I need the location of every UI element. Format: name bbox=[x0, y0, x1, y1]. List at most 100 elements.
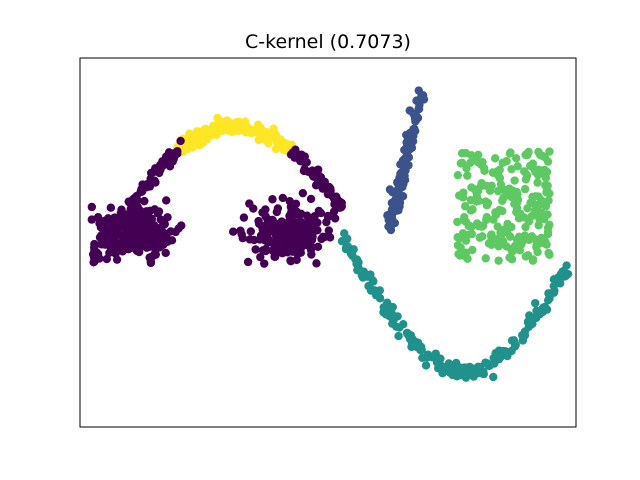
scatter-point bbox=[195, 140, 204, 150]
scatter-point bbox=[273, 204, 283, 213]
scatter-point bbox=[412, 112, 422, 122]
scatter-point bbox=[356, 266, 365, 276]
scatter-point bbox=[251, 245, 260, 254]
scatter-point bbox=[128, 216, 138, 226]
scatter-point bbox=[293, 209, 302, 219]
scatter-point bbox=[512, 235, 522, 244]
scatter-point bbox=[117, 239, 126, 249]
scatter-point bbox=[140, 196, 149, 206]
scatter-point bbox=[472, 153, 481, 162]
scatter-point bbox=[533, 178, 542, 187]
scatter-point bbox=[171, 150, 180, 159]
scatter-point bbox=[559, 268, 568, 277]
scatter-point bbox=[525, 311, 534, 320]
scatter-point bbox=[218, 118, 227, 127]
scatter-point bbox=[144, 214, 153, 223]
scatter-point bbox=[163, 213, 172, 222]
scatter-point bbox=[510, 342, 520, 351]
scatter-point bbox=[324, 226, 334, 235]
scatter-point bbox=[549, 275, 559, 284]
scatter-point bbox=[162, 196, 171, 205]
scatter-point bbox=[256, 252, 265, 262]
scatter-point bbox=[494, 256, 503, 265]
scatter-point bbox=[329, 207, 339, 216]
scatter-point bbox=[112, 255, 122, 264]
scatter-point bbox=[526, 198, 535, 208]
scatter-point bbox=[307, 167, 316, 177]
scatter-point bbox=[302, 158, 311, 167]
scatter-point bbox=[498, 350, 507, 359]
scatter-point bbox=[506, 148, 515, 157]
scatter-point bbox=[543, 210, 552, 219]
scatter-point bbox=[520, 327, 530, 336]
scatter-point bbox=[298, 188, 308, 198]
scatter-point bbox=[528, 255, 538, 264]
scatter-point bbox=[414, 86, 423, 95]
scatter-point bbox=[154, 207, 164, 216]
scatter-point bbox=[483, 359, 492, 368]
scatter-point bbox=[549, 281, 559, 291]
scatter-point bbox=[466, 158, 475, 168]
scatter-point bbox=[110, 243, 119, 253]
scatter-point bbox=[293, 249, 302, 259]
scatter-point bbox=[286, 150, 296, 159]
scatter-point bbox=[542, 167, 552, 177]
scatter-point bbox=[302, 211, 312, 220]
scatter-point bbox=[96, 223, 106, 232]
scatter-point bbox=[150, 248, 160, 258]
scatter-point bbox=[500, 225, 510, 234]
scatter-point bbox=[490, 154, 500, 163]
points-layer bbox=[87, 86, 573, 382]
scatter-point bbox=[321, 181, 331, 191]
scatter-point bbox=[489, 215, 498, 224]
scatter-point bbox=[512, 187, 521, 197]
scatter-point bbox=[542, 188, 551, 197]
scatter-point bbox=[386, 222, 396, 231]
scatter-point bbox=[453, 366, 462, 376]
scatter-point bbox=[278, 193, 288, 203]
scatter-point bbox=[468, 205, 477, 214]
scatter-point bbox=[293, 150, 302, 159]
scatter-point bbox=[230, 126, 239, 136]
scatter-point bbox=[208, 126, 217, 136]
scatter-point bbox=[435, 356, 444, 365]
scatter-point bbox=[288, 243, 298, 253]
scatter-point bbox=[481, 254, 490, 263]
scatter-point bbox=[511, 154, 521, 163]
scatter-point bbox=[459, 216, 469, 225]
scatter-point bbox=[189, 141, 198, 150]
scatter-point bbox=[493, 222, 502, 231]
scatter-point bbox=[300, 225, 309, 235]
scatter-point bbox=[259, 234, 269, 244]
scatter-point bbox=[90, 239, 99, 249]
scatter-point bbox=[476, 160, 486, 169]
scatter-point bbox=[467, 229, 477, 239]
scatter-point bbox=[402, 328, 412, 338]
scatter-point bbox=[418, 92, 427, 102]
scatter-point bbox=[371, 291, 381, 300]
scatter-point bbox=[106, 203, 116, 212]
scatter-point bbox=[544, 196, 553, 205]
scatter-point bbox=[323, 212, 333, 221]
scatter-point bbox=[258, 225, 267, 235]
scatter-point bbox=[258, 208, 267, 217]
scatter-point bbox=[151, 223, 161, 232]
scatter-point bbox=[549, 288, 559, 297]
scatter-point bbox=[534, 221, 543, 230]
scatter-point bbox=[239, 213, 249, 222]
scatter-point bbox=[276, 220, 285, 230]
scatter-point bbox=[392, 186, 402, 195]
scatter-point bbox=[480, 166, 489, 176]
scatter-point bbox=[285, 197, 294, 206]
scatter-point bbox=[461, 202, 470, 211]
scatter-point bbox=[174, 224, 183, 233]
scatter-point bbox=[385, 210, 394, 219]
scatter-point bbox=[531, 235, 541, 244]
scatter-point bbox=[128, 232, 138, 242]
scatter-point bbox=[453, 217, 462, 227]
scatter-point bbox=[482, 201, 492, 210]
scatter-point bbox=[366, 270, 375, 279]
scatter-point bbox=[405, 106, 414, 115]
scatter-point bbox=[495, 165, 504, 174]
